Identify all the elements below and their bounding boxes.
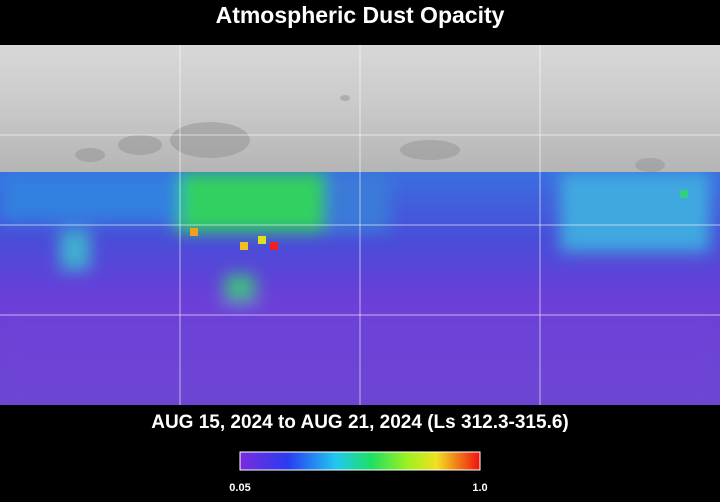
- colorbar-min-label: 0.05: [229, 482, 250, 494]
- high-opacity-pixels: [190, 190, 688, 250]
- terrain-features: [75, 95, 665, 172]
- colorbar: [239, 451, 481, 471]
- mars-map: [0, 45, 720, 405]
- colorbar-max-label: 1.0: [472, 482, 487, 494]
- graticule: [0, 45, 720, 405]
- date-range: AUG 15, 2024 to AUG 21, 2024 (Ls 312.3-3…: [151, 412, 569, 433]
- opacity-patches: [0, 172, 720, 405]
- map-title: Atmospheric Dust Opacity: [216, 2, 505, 28]
